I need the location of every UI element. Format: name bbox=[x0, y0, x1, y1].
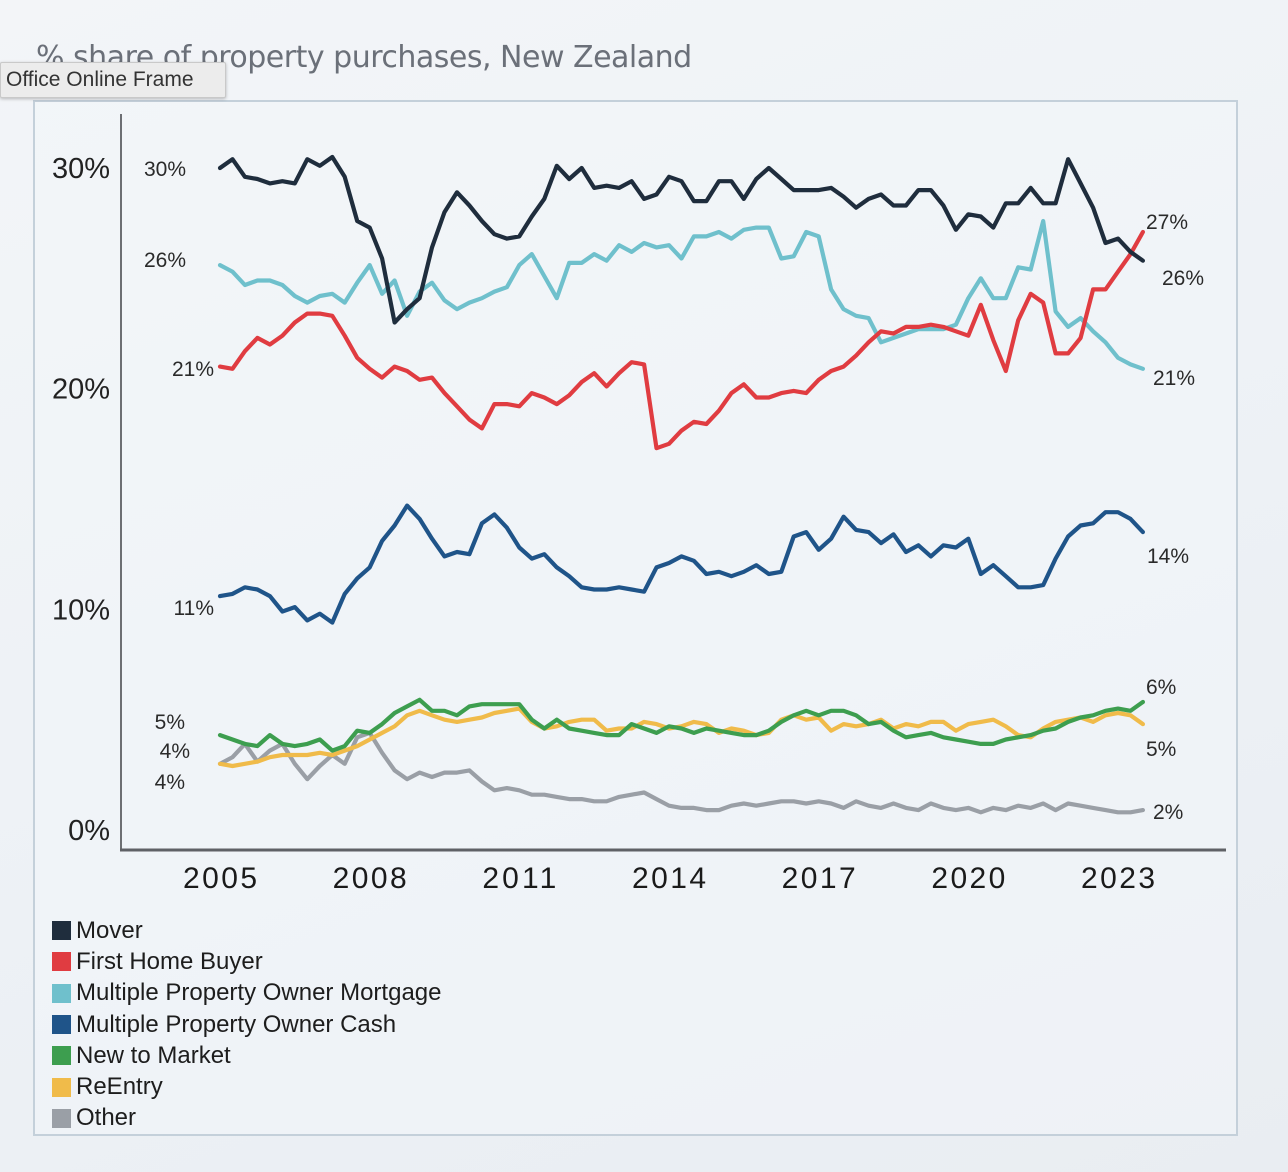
end-label-reentry: 5% bbox=[1146, 738, 1176, 761]
legend-item: First Home Buyer bbox=[52, 946, 441, 977]
legend-label: Multiple Property Owner Mortgage bbox=[76, 979, 442, 1007]
x-tick-label: 2011 bbox=[482, 862, 556, 895]
x-tick-label: 2008 bbox=[333, 862, 407, 895]
x-tick-label: 2017 bbox=[782, 862, 856, 895]
series-line-first-home-buyer bbox=[217, 229, 1146, 451]
start-label-new-to-market: 4% bbox=[160, 740, 190, 763]
legend-item: Multiple Property Owner Cash bbox=[52, 1009, 441, 1040]
end-label-other: 2% bbox=[1153, 801, 1183, 824]
legend-item: Other bbox=[52, 1103, 441, 1134]
legend-swatch bbox=[52, 1046, 71, 1066]
legend-swatch bbox=[52, 921, 71, 941]
start-label-first-home-buyer: 21% bbox=[172, 358, 214, 381]
legend-label: Multiple Property Owner Cash bbox=[76, 1010, 397, 1038]
x-tick-label: 2014 bbox=[632, 862, 706, 895]
legend-item: New to Market bbox=[52, 1040, 441, 1071]
start-label-mover: 30% bbox=[144, 158, 186, 181]
legend-swatch bbox=[52, 1015, 71, 1035]
legend-label: ReEntry bbox=[76, 1073, 163, 1101]
y-tick-label: 30% bbox=[52, 153, 110, 185]
series-line-reentry bbox=[217, 706, 1146, 769]
series-line-new-to-market bbox=[217, 697, 1146, 753]
legend-swatch bbox=[52, 1108, 71, 1128]
y-tick-label: 20% bbox=[52, 374, 110, 406]
x-tick-label: 2005 bbox=[183, 862, 257, 895]
end-label-first-home-buyer: 27% bbox=[1146, 211, 1188, 234]
legend: Mover First Home Buyer Multiple Property O… bbox=[52, 915, 441, 1134]
series-line-multiple-property-owner-cash bbox=[217, 503, 1146, 625]
legend-label: New to Market bbox=[76, 1041, 231, 1069]
y-tick-label: 0% bbox=[68, 815, 110, 847]
start-label-multiple-property-owner-mortgage: 26% bbox=[144, 249, 186, 272]
end-label-new-to-market: 6% bbox=[1146, 676, 1176, 699]
legend-item: Multiple Property Owner Mortgage bbox=[52, 978, 441, 1009]
series-line-mover bbox=[217, 154, 1146, 325]
start-label-other: 4% bbox=[155, 771, 185, 794]
office-online-frame-tooltip: Office Online Frame bbox=[0, 62, 226, 98]
legend-swatch bbox=[52, 1077, 71, 1097]
x-tick-label: 2020 bbox=[931, 862, 1005, 895]
legend-item: ReEntry bbox=[52, 1071, 441, 1102]
series-lines bbox=[217, 154, 1146, 815]
y-tick-label: 10% bbox=[52, 594, 110, 626]
end-label-multiple-property-owner-cash: 14% bbox=[1147, 545, 1189, 568]
end-label-multiple-property-owner-mortgage: 21% bbox=[1153, 367, 1195, 390]
series-labels: 30% 26% 21% 11% 5% 4% 4% 27% 26% 21% 14% 6% 5% 2% bbox=[144, 158, 1204, 824]
legend-swatch bbox=[52, 952, 71, 972]
end-label-mover: 26% bbox=[1162, 267, 1204, 290]
start-label-multiple-property-owner-cash: 11% bbox=[174, 597, 214, 620]
legend-label: Other bbox=[76, 1104, 137, 1132]
legend-label: First Home Buyer bbox=[76, 947, 263, 975]
axes: 0% 10% 20% 30% 2005 2008 2011 2014 2017 2020 2023 bbox=[52, 114, 1226, 895]
series-line-multiple-property-owner-mortgage bbox=[217, 218, 1146, 371]
legend-swatch bbox=[52, 983, 71, 1003]
x-tick-label: 2023 bbox=[1081, 862, 1155, 895]
start-label-reentry: 5% bbox=[155, 711, 185, 734]
legend-item: Mover bbox=[52, 915, 441, 946]
legend-label: Mover bbox=[76, 916, 143, 944]
